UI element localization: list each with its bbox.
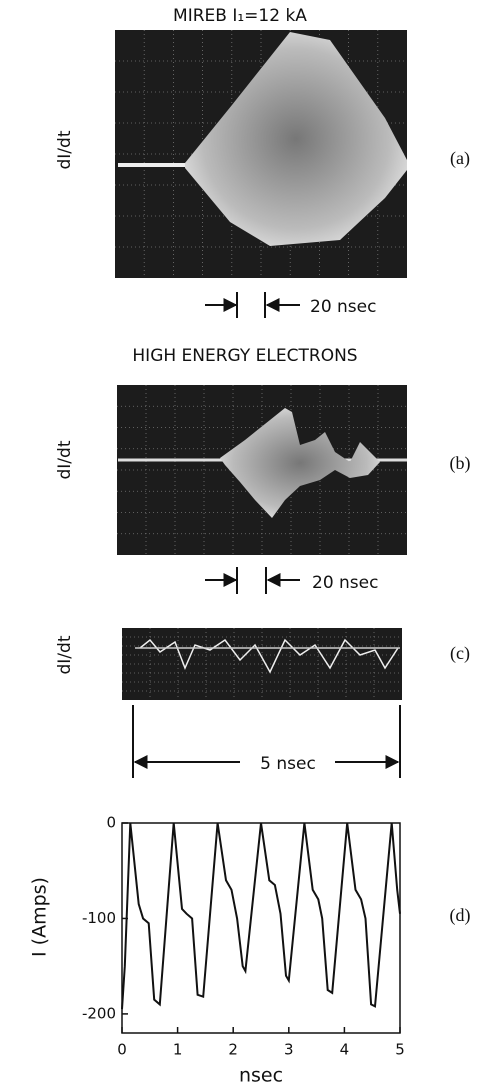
- x-tick-label: 0: [117, 1041, 127, 1059]
- x-label: nsec: [239, 1065, 283, 1087]
- trace: [139, 638, 399, 674]
- data-line: [121, 822, 401, 1010]
- x-tick-label: 3: [284, 1041, 294, 1059]
- scale-label: 20 nsec: [310, 297, 376, 317]
- panel-title: HIGH ENERGY ELECTRONS: [132, 346, 357, 366]
- scope-grid: [122, 628, 402, 700]
- panel-label: (b): [450, 453, 471, 474]
- x-tick-label: 5: [395, 1041, 405, 1059]
- trace-envelope: [220, 408, 380, 518]
- y-tick-label: -200: [82, 1004, 116, 1022]
- panel-label: (d): [450, 905, 471, 926]
- y-tick-label: 0: [106, 814, 116, 832]
- panel-label: (c): [450, 643, 470, 664]
- panel-title: MIREB I₁=12 kA: [173, 6, 307, 26]
- trace-envelope: [185, 32, 407, 246]
- scale-label: 20 nsec: [312, 573, 378, 593]
- plot-frame: [121, 822, 401, 1034]
- y-label: dI/dt: [55, 635, 75, 674]
- scale-label: 5 nsec: [260, 754, 316, 774]
- y-label: I (Amps): [29, 877, 51, 957]
- x-tick-label: 2: [228, 1041, 238, 1059]
- y-label: dI/dt: [55, 130, 75, 169]
- x-tick-label: 1: [173, 1041, 183, 1059]
- x-tick-label: 4: [340, 1041, 350, 1059]
- y-label: dI/dt: [55, 440, 75, 479]
- panel-label: (a): [450, 148, 470, 169]
- y-tick-label: -100: [82, 909, 116, 927]
